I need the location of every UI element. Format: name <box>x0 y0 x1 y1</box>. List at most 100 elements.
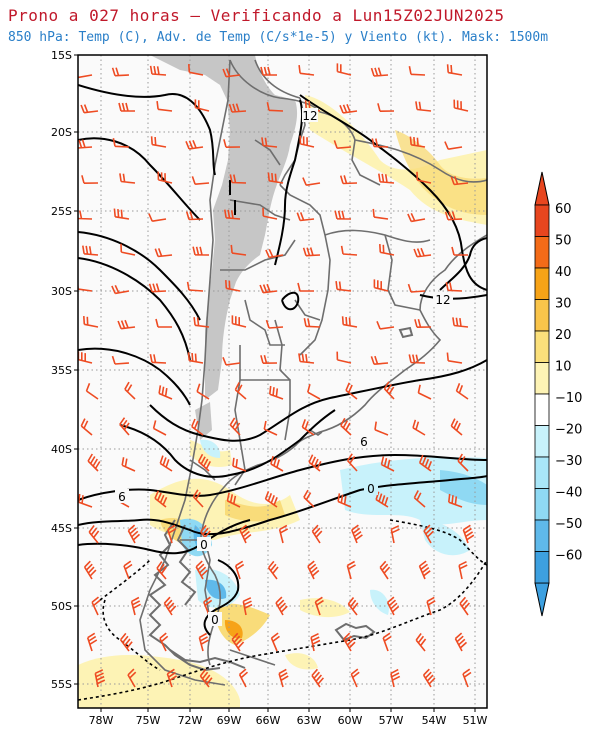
wind-barb <box>339 104 358 114</box>
wind-barb <box>191 418 204 436</box>
colorbar-label: −60 <box>555 549 582 564</box>
wind-barb <box>426 596 436 616</box>
contour-label: 12 <box>302 109 317 123</box>
wind-barb <box>88 525 100 544</box>
wind-barb <box>261 137 278 148</box>
wind-barb <box>417 384 432 400</box>
colorbar: 60 50 40 30 20 10 −10 −20 −30 −40 −50 −60 <box>534 171 582 617</box>
colorbar-segment <box>534 519 550 552</box>
wind-barb <box>270 455 284 472</box>
lon-label: 63W <box>297 714 322 727</box>
wind-barb <box>297 282 314 292</box>
wind-barb <box>407 212 426 223</box>
wind-barb <box>199 669 213 688</box>
wind-barb <box>372 208 389 220</box>
lat-label: 25S <box>51 205 72 218</box>
wind-barb <box>111 355 130 365</box>
wind-barb <box>301 419 315 436</box>
wind-barb <box>336 351 352 364</box>
wind-barb <box>303 318 321 328</box>
terrain-mask <box>150 55 298 440</box>
wind-barb <box>82 245 99 256</box>
wind-barb <box>298 65 315 76</box>
wind-barb <box>148 283 167 293</box>
wind-barb <box>154 490 168 508</box>
wind-barb <box>267 560 279 580</box>
wind-barb <box>408 66 426 76</box>
wind-barb <box>113 208 130 220</box>
wind-barb <box>156 561 167 580</box>
lat-label: 40S <box>51 443 72 456</box>
wind-barb <box>311 524 323 544</box>
wind-barb <box>80 104 99 114</box>
colorbar-segment <box>534 204 550 237</box>
wind-barb <box>191 176 210 185</box>
wind-barb <box>346 560 356 580</box>
wind-barb <box>265 248 284 259</box>
wind-barb <box>418 560 431 580</box>
wind-barb <box>445 282 463 292</box>
wind-barb <box>413 247 432 258</box>
longitude-labels: 78W 75W 72W 69W 66W 63W 60W 57W 54W 51W <box>89 714 488 727</box>
wind-barb <box>422 668 436 688</box>
colorbar-segment <box>534 425 550 458</box>
wind-barb <box>409 136 426 148</box>
wind-barb <box>264 491 278 508</box>
wind-barb <box>351 524 363 544</box>
wind-barb <box>231 315 247 328</box>
wind-barb <box>229 174 247 184</box>
wind-barb <box>238 668 249 688</box>
latitude-labels: 15S 20S 25S 30S 35S 40S 45S 50S 55S <box>51 49 72 691</box>
contour-label: 0 <box>211 613 219 627</box>
wind-barb <box>163 596 177 616</box>
wind-barb <box>459 596 471 616</box>
wind-barb <box>185 140 204 150</box>
colorbar-bottom-arrow <box>534 582 550 617</box>
wind-barb <box>130 596 141 616</box>
lon-label: 75W <box>136 714 161 727</box>
wind-barb <box>458 560 468 580</box>
wind-barb <box>390 668 401 688</box>
wind-barb <box>157 171 173 184</box>
wind-barbs <box>78 63 475 688</box>
lat-label: 20S <box>51 126 72 139</box>
wind-barb <box>346 453 358 472</box>
wind-barb <box>231 632 245 652</box>
wind-barb <box>341 316 358 328</box>
wind-barb <box>155 318 172 328</box>
wind-barb <box>457 453 469 472</box>
wind-barb <box>194 99 210 112</box>
wind-barb <box>186 281 204 292</box>
lat-label: 35S <box>51 364 72 377</box>
wind-barb <box>380 456 395 472</box>
contour-label: 0 <box>367 482 375 496</box>
wind-barb <box>229 417 241 436</box>
wind-barb <box>225 280 241 292</box>
wind-barb <box>336 63 352 76</box>
wind-barb <box>192 246 210 256</box>
wind-barb <box>119 173 136 184</box>
colorbar-segment <box>534 236 550 269</box>
wind-barb <box>112 138 130 148</box>
wind-barb <box>408 354 426 364</box>
wind-barb <box>111 67 130 77</box>
wind-barb <box>311 668 325 688</box>
wind-barb <box>188 64 204 76</box>
wind-barb <box>350 668 360 688</box>
wind-barb <box>412 419 426 436</box>
wind-barb <box>259 283 278 294</box>
colorbar-segment <box>534 299 550 332</box>
wind-barb <box>415 101 432 112</box>
map-frame <box>77 54 488 709</box>
lon-label: 66W <box>256 714 281 727</box>
wind-barb <box>154 248 173 258</box>
wind-barb <box>149 354 167 364</box>
wind-barb <box>379 244 395 256</box>
coastlines-and-borders <box>139 59 487 686</box>
wind-barb <box>347 597 359 616</box>
wind-barb <box>339 175 358 185</box>
wind-barb <box>455 383 469 400</box>
wind-barb <box>222 68 241 78</box>
wind-barb <box>121 457 136 472</box>
